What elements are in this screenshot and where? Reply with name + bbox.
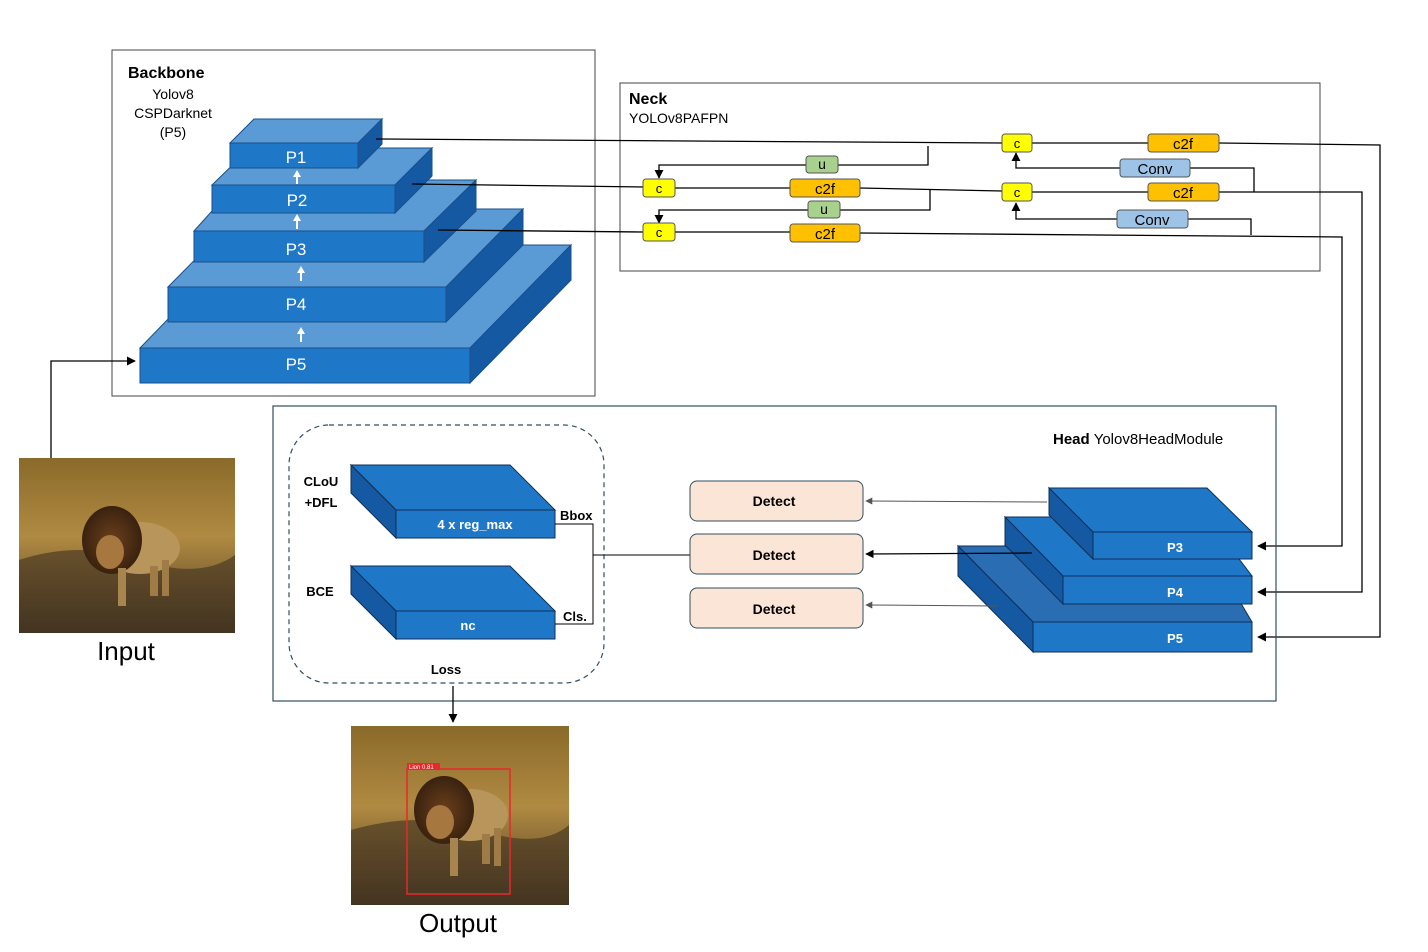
output-image: Lion 0.81 xyxy=(351,726,569,905)
backbone-label-p1: P1 xyxy=(286,148,307,167)
backbone-frame xyxy=(111,49,596,397)
c2f-label: c2f xyxy=(815,226,836,243)
detection-label: Lion 0.81 xyxy=(409,765,434,771)
backbone-title: Backbone xyxy=(128,65,205,82)
conv-label: Conv xyxy=(1137,161,1173,178)
head-title: Head xyxy=(1053,431,1090,448)
neck-frame xyxy=(619,82,1321,272)
detect-box-p5: Detect xyxy=(689,587,864,629)
backbone-label-p5: P5 xyxy=(286,355,307,374)
concat-label: c xyxy=(656,181,663,196)
loss-connections xyxy=(555,523,690,625)
upsample-label: u xyxy=(818,156,826,172)
neck-upsample-top: u xyxy=(805,155,839,174)
detect-label: Detect xyxy=(753,547,796,563)
head-heading: Head Yolov8HeadModule xyxy=(1053,431,1223,448)
neck-conv-top: Conv xyxy=(1119,158,1191,178)
backbone-up-arrows xyxy=(293,170,305,342)
neck-c2f-top-right: c2f xyxy=(1147,133,1220,153)
neck-c2f-mid-right: c2f xyxy=(1147,182,1220,202)
head-label-p3: P3 xyxy=(1167,540,1183,555)
input-caption: Input xyxy=(97,636,156,666)
backbone-subtitle-line-1: Yolov8 xyxy=(152,86,194,102)
neck-title: Neck xyxy=(629,91,667,108)
neck-upsample-low: u xyxy=(807,200,841,219)
detect-box-p3: Detect xyxy=(689,480,864,522)
cls-tag: Cls. xyxy=(563,609,587,624)
head-block-p3: P3 xyxy=(1047,486,1254,561)
head-label-p4: P4 xyxy=(1167,585,1184,600)
c2f-label: c2f xyxy=(1173,185,1194,202)
output-caption: Output xyxy=(419,908,498,938)
backbone-label-p2: P2 xyxy=(287,191,308,210)
bbox-loss-line-2: +DFL xyxy=(305,495,338,510)
conv-label: Conv xyxy=(1134,212,1170,229)
c2f-label: c2f xyxy=(815,181,836,198)
bbox-regression-block: 4 x reg_max xyxy=(349,463,557,540)
backbone-subtitle-line-2: CSPDarknet xyxy=(134,105,212,121)
cls-block-label: nc xyxy=(460,618,475,633)
detection-bounding-box xyxy=(406,768,511,895)
neck-c2f-low-left: c2f xyxy=(789,223,861,243)
cls-loss-label: BCE xyxy=(306,584,334,599)
backbone-subtitle-line-3: (P5) xyxy=(160,124,186,140)
neck-subtitle: YOLOv8PAFPN xyxy=(629,110,728,126)
concat-label: c xyxy=(1014,185,1021,200)
head-frame xyxy=(272,405,1277,702)
detect-label: Detect xyxy=(753,493,796,509)
cls-block: nc xyxy=(349,564,557,641)
input-to-backbone-arrow xyxy=(50,356,136,458)
head-label-p5: P5 xyxy=(1167,631,1183,646)
bbox-tag: Bbox xyxy=(560,508,593,523)
bbox-block-label: 4 x reg_max xyxy=(437,517,513,532)
backbone-block-p1: P1 xyxy=(228,117,384,170)
neck-concat-low-left: c xyxy=(642,222,676,242)
head-to-detect-arrows xyxy=(865,497,1048,609)
detect-box-p4: Detect xyxy=(689,533,864,575)
head-subtitle: Yolov8HeadModule xyxy=(1094,431,1224,448)
detect-label: Detect xyxy=(753,601,796,617)
neck-c2f-mid-left: c2f xyxy=(789,178,861,198)
neck-concat-top: c xyxy=(1001,133,1033,153)
loss-group-frame xyxy=(288,424,605,684)
concat-label: c xyxy=(1014,136,1021,151)
neck-connections xyxy=(375,138,1381,642)
bbox-loss-line-1: CLoU xyxy=(304,474,339,489)
upsample-label: u xyxy=(820,201,828,217)
neck-concat-mid-left: c xyxy=(642,178,676,198)
input-image xyxy=(19,458,235,633)
c2f-label: c2f xyxy=(1173,136,1194,153)
neck-concat-mid-right: c xyxy=(1001,182,1033,202)
loss-title: Loss xyxy=(431,662,461,677)
backbone-label-p3: P3 xyxy=(286,240,307,259)
concat-label: c xyxy=(656,225,663,240)
backbone-label-p4: P4 xyxy=(286,295,307,314)
neck-conv-low: Conv xyxy=(1116,209,1189,229)
